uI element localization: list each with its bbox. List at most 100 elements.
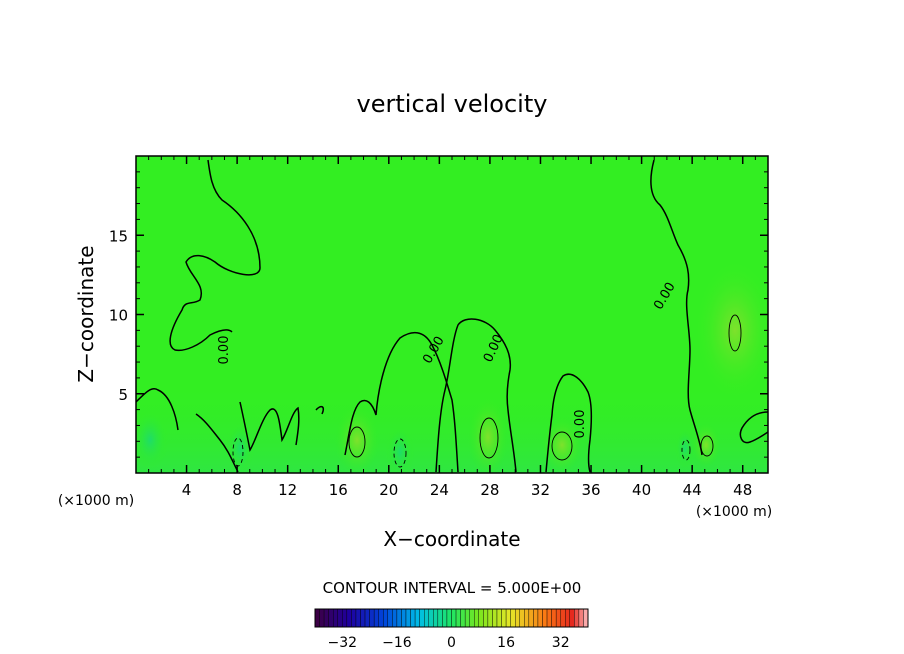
contour-line	[435, 318, 517, 473]
colorbar-cell	[424, 608, 429, 628]
colorbar-cell	[355, 608, 361, 628]
contour-line	[650, 159, 703, 456]
colorbar-cell	[560, 608, 566, 628]
colorbar-cell	[364, 608, 370, 628]
colorbar-cell	[383, 608, 389, 628]
chart-title: vertical velocity	[357, 90, 548, 118]
colorbar-cell	[569, 608, 575, 628]
downdraft-core	[675, 428, 695, 468]
x-tick-label: 20	[379, 481, 398, 499]
colorbar-cell	[346, 608, 352, 628]
colorbar-cell	[314, 608, 320, 628]
contour-ring	[348, 426, 366, 458]
colorbar-cell	[442, 608, 448, 628]
contour-line	[195, 413, 239, 473]
plot-area: 0.00 0.00 0.000.000.00	[136, 156, 768, 473]
colorbar-cell	[546, 608, 552, 628]
contour-interval-label: CONTOUR INTERVAL = 5.000E+00	[323, 579, 582, 597]
colorbar-cell	[414, 608, 420, 628]
colorbar-cell	[469, 608, 475, 628]
x-tick-label: 4	[182, 481, 192, 499]
core-contours	[348, 314, 742, 461]
contour-ring	[728, 314, 742, 352]
colorbar-cell	[333, 608, 338, 628]
colorbar-cell	[542, 608, 548, 628]
colorbar-cell	[474, 608, 480, 628]
colorbar-cell	[323, 608, 329, 628]
contour-ring	[479, 417, 499, 459]
colorbar-cell	[519, 608, 525, 628]
updraft-core	[468, 397, 508, 473]
colorbar-cell	[496, 608, 502, 628]
x-tick-label: 44	[683, 481, 702, 499]
colorbar-cell	[437, 608, 443, 628]
colorbar-tick-label: 0	[447, 635, 456, 651]
colorbar-tick-label: 32	[552, 635, 570, 651]
x-tick-label: 16	[329, 481, 348, 499]
colorbar-cell	[483, 608, 489, 628]
colorbar: −32 −16 0 16 32	[314, 608, 589, 651]
colorbar-cell	[410, 608, 416, 628]
y-tick-label: 5	[118, 386, 128, 404]
colorbar-tick-label: −32	[328, 635, 358, 651]
contour-line	[169, 159, 261, 352]
colorbar-cell	[578, 608, 584, 628]
colorbar-cell	[533, 608, 539, 628]
colorbar-cell	[396, 608, 402, 628]
contour-line	[315, 405, 325, 415]
x-unit-label-right: (×1000 m)	[696, 504, 772, 520]
colorbar-cell	[528, 608, 534, 628]
colorbar-cell	[351, 608, 357, 628]
x-unit-label-left: (×1000 m)	[58, 493, 134, 509]
colorbar-cell	[565, 608, 571, 628]
downdraft-core	[136, 410, 168, 470]
contour-value-label: 0.00	[573, 410, 588, 439]
colorbar-cell	[551, 608, 557, 628]
updraft-core	[542, 417, 582, 473]
colorbar-cell	[360, 608, 366, 628]
colorbar-cell	[464, 608, 470, 628]
colorbar-cell	[478, 608, 484, 628]
updraft-core	[692, 423, 720, 467]
colorbar-cell	[574, 608, 580, 628]
colorbar-cell	[337, 608, 343, 628]
colorbar-cell	[455, 608, 461, 628]
x-tick-label: 48	[733, 481, 752, 499]
colorbar-cell	[451, 608, 457, 628]
x-tick-label: 24	[430, 481, 449, 499]
downdraft-core	[386, 426, 414, 473]
colorbar-cell	[328, 608, 334, 628]
contour-line	[344, 331, 459, 473]
x-axis-label: X−coordinate	[383, 527, 520, 551]
colorbar-cell	[405, 608, 411, 628]
y-tick-label: 15	[109, 227, 128, 245]
x-tick-label: 40	[632, 481, 651, 499]
contour-value-label: 0.00	[217, 336, 232, 365]
x-tick-label: 12	[278, 481, 297, 499]
contour-line	[545, 373, 593, 473]
contour-line	[739, 411, 768, 444]
negative-contours	[232, 437, 691, 468]
y-tick-label: 10	[109, 307, 128, 325]
contour-line	[239, 401, 300, 453]
colorbar-cell	[515, 608, 520, 628]
colorbar-cell	[401, 608, 407, 628]
colorbar-cell	[537, 608, 543, 628]
colorbar-cell	[378, 608, 384, 628]
colorbar-tick-label: −16	[382, 635, 412, 651]
colorbar-cell	[369, 608, 375, 628]
contour-ring-dashed	[681, 439, 691, 461]
colorbar-frame	[314, 608, 589, 628]
colorbar-cell	[524, 608, 530, 628]
colorbar-cell	[505, 608, 511, 628]
updraft-core	[695, 260, 768, 400]
colorbar-cell	[510, 608, 516, 628]
colorbar-cell	[583, 608, 589, 628]
x-tick-label: 36	[581, 481, 600, 499]
colorbar-cell	[460, 608, 466, 628]
y-axis-label: Z−coordinate	[74, 245, 98, 382]
colorbar-cell	[342, 608, 348, 628]
updraft-core	[335, 405, 379, 473]
colorbar-cell	[492, 608, 498, 628]
